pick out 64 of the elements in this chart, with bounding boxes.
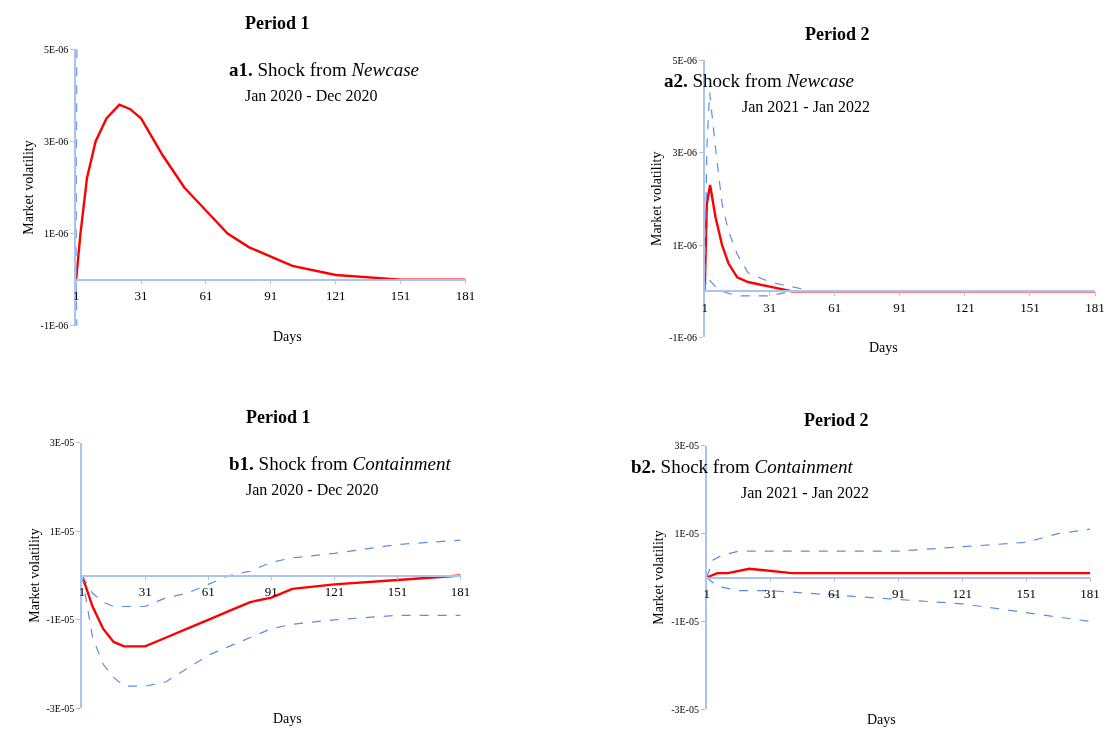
y-tick-label: 3E-06	[43, 135, 69, 147]
x-tick-label: 31	[764, 585, 778, 601]
y-tick-label: -1E-06	[669, 331, 697, 343]
text: b2. Shock from Containment	[631, 456, 854, 477]
x-tick-label: 91	[264, 287, 278, 303]
x-tick-label: 1	[78, 583, 86, 599]
chart-title: Period 1	[245, 13, 310, 33]
chart-title: Period 2	[804, 410, 869, 430]
chart-title: Period 2	[805, 24, 870, 44]
y-tick-label: 3E-05	[674, 440, 699, 452]
y-tick-label: -3E-05	[46, 702, 75, 714]
x-tick-label: 31	[138, 583, 152, 599]
y-tick-label: -1E-05	[46, 614, 75, 626]
x-axis-title: Days	[273, 329, 302, 344]
x-tick-label: 121	[325, 287, 346, 303]
x-tick-label: 121	[955, 299, 975, 315]
x-tick-label: 61	[827, 585, 841, 601]
annotation: Jan 2021 - Jan 2022	[741, 484, 869, 501]
y-tick-label: -1E-06	[40, 320, 69, 332]
x-tick-label: 91	[893, 299, 907, 315]
x-tick-label: 61	[201, 583, 215, 599]
x-tick-label: 121	[324, 583, 345, 599]
x-tick-label: 1	[72, 287, 80, 303]
y-tick-label: 1E-05	[674, 528, 699, 540]
y-tick-label: -1E-05	[671, 615, 699, 627]
x-tick-label: 31	[134, 287, 148, 303]
y-tick-label: 1E-06	[672, 239, 697, 251]
x-axis-title: Days	[273, 711, 302, 726]
x-tick-label: 181	[1080, 585, 1100, 601]
y-tick-label: 1E-06	[43, 228, 69, 240]
y-tick-label: -3E-05	[671, 703, 699, 715]
x-tick-label: 91	[264, 583, 278, 599]
x-tick-label: 121	[952, 585, 973, 601]
y-tick-label: 1E-05	[49, 525, 75, 537]
x-axis-title: Days	[867, 712, 896, 727]
y-tick-label: 3E-05	[49, 437, 75, 449]
y-axis-title: Market volatility	[651, 530, 667, 625]
x-tick-label: 151	[1020, 299, 1040, 315]
x-tick-label: 1	[701, 299, 708, 315]
x-tick-label: 151	[390, 287, 411, 303]
chart-title: Period 1	[246, 407, 311, 427]
text: b1. Shock from Containment	[229, 453, 452, 474]
annotation: Jan 2020 - Dec 2020	[246, 481, 379, 498]
x-tick-label: 31	[763, 299, 777, 315]
y-tick-label: 3E-06	[672, 147, 697, 159]
x-tick-label: 61	[199, 287, 213, 303]
x-tick-label: 181	[455, 287, 476, 303]
x-tick-label: 181	[1085, 299, 1105, 315]
annotation: Jan 2020 - Dec 2020	[245, 87, 378, 104]
text: a2. Shock from Newcase	[664, 70, 854, 91]
y-tick-label: 5E-06	[672, 54, 697, 66]
y-axis-title: Market volatility	[26, 528, 42, 623]
annotation: Jan 2021 - Jan 2022	[742, 98, 870, 115]
x-tick-label: 1	[703, 585, 710, 601]
y-axis-title: Market volatility	[20, 140, 36, 235]
y-tick-label: 5E-06	[43, 43, 69, 55]
x-tick-label: 91	[891, 585, 905, 601]
x-tick-label: 181	[450, 583, 471, 599]
x-tick-label: 151	[387, 583, 408, 599]
text: a1. Shock from Newcase	[229, 59, 419, 80]
y-axis-title: Market volatility	[649, 151, 665, 247]
x-axis-title: Days	[869, 340, 898, 355]
x-tick-label: 151	[1016, 585, 1036, 601]
x-tick-label: 61	[828, 299, 842, 315]
